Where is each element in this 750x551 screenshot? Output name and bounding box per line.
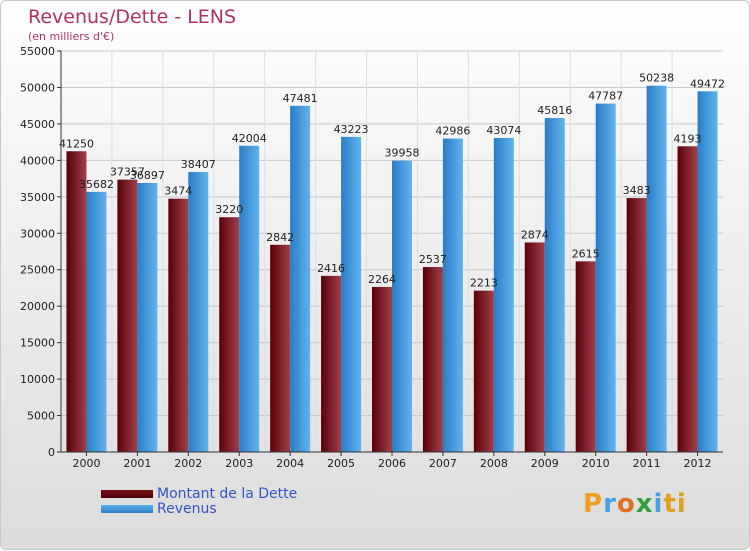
data-label-revenus: 43074 <box>486 124 521 137</box>
x-tick-label: 2003 <box>225 457 253 470</box>
data-label-dette: 2264 <box>368 273 396 286</box>
logo-letter: o <box>616 489 636 519</box>
data-label-revenus: 50238 <box>639 72 674 85</box>
y-tick-label: 40000 <box>20 154 55 167</box>
logo-letter: x <box>635 489 654 519</box>
bar-revenus <box>86 191 107 453</box>
y-tick-label: 45000 <box>20 118 55 131</box>
y-tick-label: 25000 <box>20 264 55 277</box>
bar-revenus <box>239 145 260 452</box>
bar-dette <box>575 261 596 452</box>
data-label-dette: 3474 <box>164 185 192 198</box>
legend-item-revenus: Revenus <box>101 500 297 517</box>
data-label-revenus: 42986 <box>435 125 470 138</box>
logo-letter: r <box>603 489 617 519</box>
y-tick-label: 30000 <box>20 227 55 240</box>
data-label-revenus: 49472 <box>690 77 725 90</box>
bar-dette <box>677 146 698 452</box>
bar-revenus <box>493 137 514 452</box>
bar-revenus <box>442 138 463 452</box>
data-label-dette: 2537 <box>419 253 447 266</box>
x-tick-label: 2005 <box>327 457 355 470</box>
y-tick-label: 50000 <box>20 81 55 94</box>
data-label-revenus: 47787 <box>588 90 623 103</box>
bar-revenus <box>392 160 412 452</box>
legend-swatch-dette <box>101 489 153 498</box>
bar-revenus <box>137 182 158 453</box>
x-tick-label: 2002 <box>174 457 202 470</box>
logo-letter: P <box>583 489 604 519</box>
bar-dette <box>524 242 545 452</box>
bar-dette <box>168 198 189 452</box>
legend-item-dette: Montant de la Dette <box>101 485 298 502</box>
legend: Montant de la Dette Revenus <box>101 485 298 517</box>
data-label-dette: 2874 <box>521 228 549 241</box>
bar-revenus <box>544 117 565 452</box>
bar-dette <box>270 244 291 452</box>
y-tick-label: 20000 <box>20 300 55 313</box>
x-tick-label: 2001 <box>123 457 151 470</box>
data-label-revenus: 45816 <box>537 104 572 117</box>
x-tick-label: 2007 <box>429 457 457 470</box>
data-label-dette: 4193 <box>674 132 702 145</box>
data-label-revenus: 42004 <box>232 132 267 145</box>
data-label-dette: 2842 <box>266 231 294 244</box>
data-label-dette: 37357 <box>110 166 145 179</box>
data-label-revenus: 35682 <box>79 178 114 191</box>
data-label-dette: 2416 <box>317 262 345 275</box>
y-tick-label: 5000 <box>27 410 55 423</box>
bars-layer <box>66 85 718 453</box>
bar-dette <box>66 151 87 452</box>
bar-dette <box>473 290 494 452</box>
x-tick-label: 2009 <box>531 457 559 470</box>
bar-revenus <box>697 91 718 453</box>
bar-revenus <box>595 103 616 452</box>
data-label-dette: 2213 <box>470 277 498 290</box>
y-tick-label: 55000 <box>20 45 55 58</box>
x-tick-label: 2010 <box>582 457 610 470</box>
data-label-dette: 2615 <box>572 247 600 260</box>
legend-label-dette: Montant de la Dette <box>157 485 298 502</box>
data-label-dette: 41250 <box>59 137 94 150</box>
x-tick-label: 2012 <box>684 457 712 470</box>
bar-revenus <box>188 171 209 452</box>
data-label-dette: 3483 <box>623 184 651 197</box>
bar-dette <box>117 179 138 452</box>
bar-revenus <box>646 85 667 453</box>
data-label-revenus: 43223 <box>334 123 369 136</box>
proxiti-logo: Proxiti <box>583 489 687 519</box>
x-tick-label: 2006 <box>378 457 406 470</box>
bar-dette <box>372 286 392 452</box>
bar-dette <box>219 217 240 452</box>
x-tick-label: 2008 <box>480 457 508 470</box>
x-tick-label: 2000 <box>72 457 100 470</box>
bar-revenus <box>341 136 362 452</box>
x-tick-label: 2011 <box>633 457 661 470</box>
chart-subtitle: (en milliers d'€) <box>28 30 115 43</box>
data-label-revenus: 39958 <box>385 147 420 160</box>
legend-swatch-revenus <box>101 504 153 513</box>
bar-dette <box>626 198 647 452</box>
chart-title: Revenus/Dette - LENS <box>28 6 237 28</box>
axis-layer: 0 5000 10000 15000 20000 25000 30000 35000 40000… <box>20 45 723 470</box>
data-label-dette: 3220 <box>215 203 243 216</box>
data-label-revenus: 38407 <box>181 158 216 171</box>
y-tick-label: 0 <box>48 446 55 459</box>
logo-letter: i <box>653 489 664 519</box>
y-tick-label: 15000 <box>20 337 55 350</box>
logo-letter: ti <box>663 489 687 519</box>
bar-revenus <box>290 105 311 452</box>
legend-label-revenus: Revenus <box>157 500 217 517</box>
bar-dette <box>422 267 443 452</box>
bar-dette <box>321 275 342 452</box>
y-tick-label: 35000 <box>20 191 55 204</box>
x-tick-label: 2004 <box>276 457 304 470</box>
data-label-revenus: 36897 <box>130 169 165 182</box>
y-tick-label: 10000 <box>20 373 55 386</box>
data-label-revenus: 47481 <box>283 92 318 105</box>
